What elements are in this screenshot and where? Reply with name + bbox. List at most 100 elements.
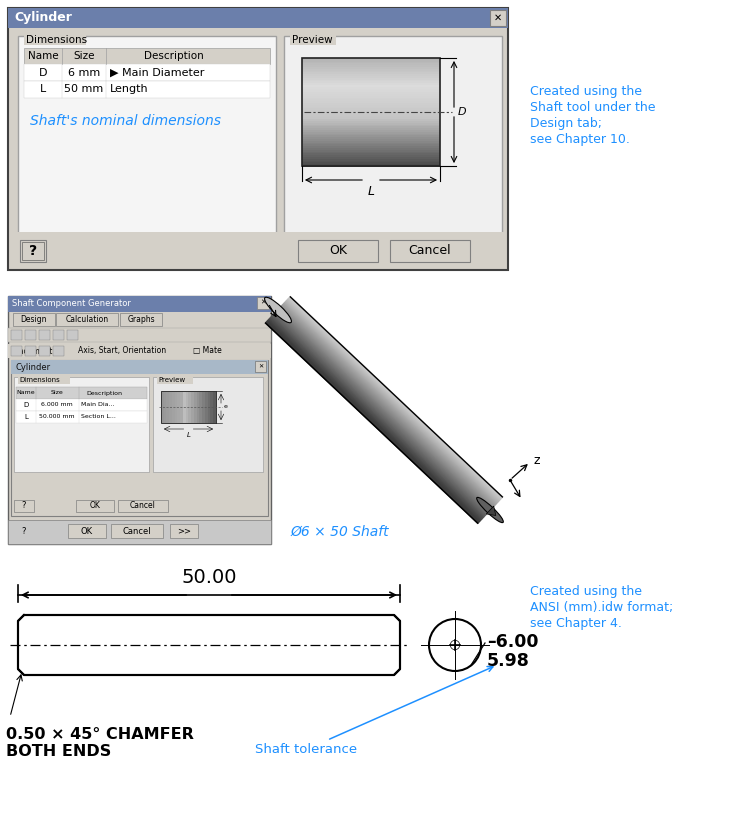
Text: Created using the: Created using the	[530, 85, 642, 98]
Bar	[11, 360, 268, 516]
Bar	[208, 391, 211, 423]
Bar	[302, 99, 440, 102]
Bar	[8, 8, 508, 270]
Text: –6.00: –6.00	[487, 633, 539, 651]
Text: Preview: Preview	[158, 377, 185, 383]
Bar	[302, 83, 440, 86]
Text: Shaft Component Generator: Shaft Component Generator	[12, 300, 131, 309]
Bar	[302, 161, 440, 163]
Text: ✕: ✕	[258, 364, 263, 369]
Text: Design tab;: Design tab;	[530, 117, 602, 130]
Text: 6 mm: 6 mm	[68, 67, 100, 77]
Bar	[16, 399, 147, 411]
Bar	[39, 346, 50, 356]
Bar	[302, 114, 440, 116]
Bar	[24, 615, 394, 675]
Text: ?: ?	[22, 502, 26, 511]
Text: Calculation: Calculation	[66, 315, 109, 324]
Text: Length: Length	[110, 85, 149, 95]
Text: Size: Size	[50, 390, 63, 395]
Bar	[302, 156, 440, 157]
Bar	[390, 240, 470, 262]
Bar	[18, 36, 276, 238]
Bar	[186, 391, 189, 423]
Bar	[205, 391, 208, 423]
Bar	[76, 500, 114, 512]
Text: >>: >>	[177, 527, 191, 536]
Bar	[11, 330, 22, 340]
Bar	[302, 151, 440, 154]
Bar	[175, 391, 178, 423]
Text: ✕: ✕	[494, 13, 502, 23]
Bar	[302, 105, 440, 107]
Bar	[8, 296, 271, 312]
Bar	[490, 10, 506, 26]
Bar	[302, 162, 440, 165]
Bar	[302, 63, 440, 66]
Text: 5.98: 5.98	[487, 652, 530, 670]
Text: Main Dia...: Main Dia...	[81, 403, 114, 408]
Bar	[302, 141, 440, 143]
Bar	[22, 242, 44, 260]
Bar	[12, 30, 504, 246]
Text: OK: OK	[81, 527, 93, 536]
Bar	[12, 232, 504, 266]
Bar	[257, 297, 269, 309]
Bar	[302, 58, 440, 166]
Bar	[302, 117, 440, 120]
Text: 50.000 mm: 50.000 mm	[39, 414, 75, 419]
Bar	[153, 377, 263, 472]
Bar	[302, 130, 440, 132]
Ellipse shape	[477, 498, 503, 522]
Bar	[183, 391, 186, 423]
Bar	[67, 330, 78, 340]
Text: Cylinder: Cylinder	[16, 363, 51, 372]
Bar	[39, 330, 50, 340]
Bar	[8, 328, 271, 342]
Text: ANSI (mm).idw format;: ANSI (mm).idw format;	[530, 601, 674, 614]
Bar	[298, 240, 378, 262]
Bar	[24, 35, 86, 45]
Bar	[11, 346, 22, 356]
Bar	[24, 64, 270, 81]
Bar	[172, 391, 175, 423]
Bar	[20, 240, 46, 262]
Bar	[302, 74, 440, 77]
Text: D: D	[458, 107, 467, 117]
Bar	[302, 58, 440, 60]
Text: Placement: Placement	[12, 346, 52, 355]
Text: 50 mm: 50 mm	[64, 85, 104, 95]
Bar	[211, 391, 214, 423]
Bar	[302, 103, 440, 106]
Bar	[302, 150, 440, 152]
Bar	[191, 391, 195, 423]
Polygon shape	[18, 615, 400, 675]
Bar	[302, 102, 440, 103]
Bar	[302, 97, 440, 100]
Bar	[302, 134, 440, 136]
Text: D: D	[39, 67, 47, 77]
Bar	[8, 520, 271, 544]
Circle shape	[429, 619, 481, 671]
Text: L: L	[40, 85, 46, 95]
Bar	[16, 387, 147, 399]
Bar	[68, 524, 106, 538]
Bar	[302, 76, 440, 78]
Bar	[16, 411, 147, 423]
Bar	[302, 125, 440, 127]
Text: Created using the: Created using the	[530, 585, 642, 598]
Bar	[302, 110, 440, 112]
Bar	[302, 145, 440, 146]
Bar	[169, 391, 173, 423]
Bar	[302, 136, 440, 138]
Bar	[13, 313, 55, 326]
Bar	[302, 121, 440, 123]
Bar	[302, 71, 440, 73]
Bar	[302, 106, 440, 109]
Bar	[302, 78, 440, 80]
Text: z: z	[534, 453, 540, 467]
Text: Description: Description	[144, 51, 204, 61]
Polygon shape	[486, 506, 496, 516]
Text: Shaft's nominal dimensions: Shaft's nominal dimensions	[30, 114, 221, 128]
Bar	[118, 500, 168, 512]
